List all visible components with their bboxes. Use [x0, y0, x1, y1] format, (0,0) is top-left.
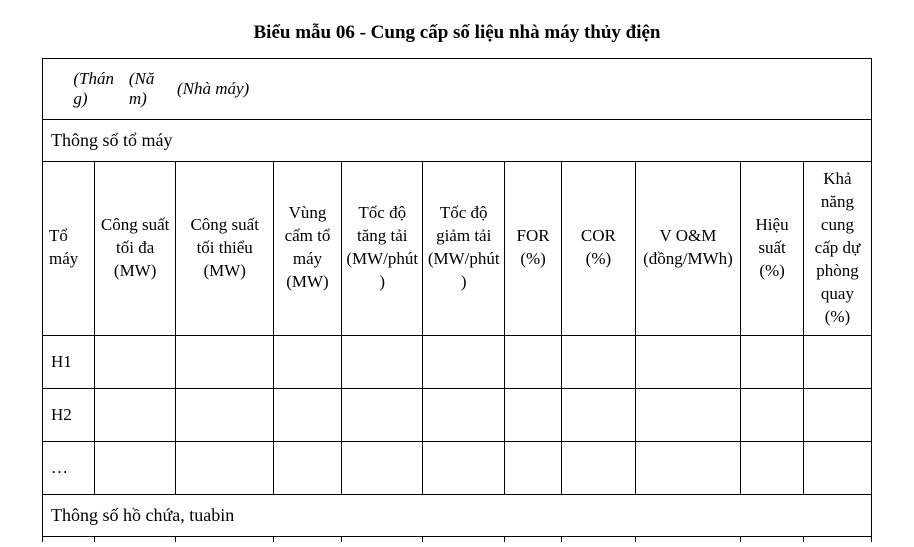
section2-row: Thông số hồ chứa, tuabin: [43, 494, 872, 536]
unit-params-table: Thông số tổ máy Tổ máy Công suất tối đa …: [42, 120, 872, 542]
table-row: …: [43, 441, 872, 494]
cell: [635, 335, 741, 388]
cell: [94, 388, 175, 441]
cell: [273, 536, 341, 542]
meta-plant-cell: (Nhà máy): [171, 59, 872, 120]
meta-blank-cell: [43, 59, 68, 120]
col-header-pmin: Công suất tối thiểu (MW): [176, 162, 274, 336]
cell: [803, 388, 871, 441]
meta-month-cell: (Tháng): [67, 59, 123, 120]
cell: [741, 335, 804, 388]
cell: [176, 335, 274, 388]
cell: [176, 388, 274, 441]
col-header-rampup: Tốc độ tăng tải (MW/phút): [342, 162, 423, 336]
col-header-unit: Tổ máy: [43, 162, 95, 336]
section1-row: Thông số tổ máy: [43, 120, 872, 162]
col-header-for: FOR (%): [504, 162, 561, 336]
cell: [741, 536, 804, 542]
cell: [273, 388, 341, 441]
cell: [562, 388, 635, 441]
row-ellipsis-label: …: [43, 441, 95, 494]
meta-year-cell: (Năm): [123, 59, 171, 120]
cell: [635, 441, 741, 494]
row-h2-label: H2: [43, 388, 95, 441]
col-header-spin: Khả năng cung cấp dự phòng quay (%): [803, 162, 871, 336]
cell: [342, 388, 423, 441]
cell: [342, 441, 423, 494]
cell: [176, 441, 274, 494]
cell: [803, 536, 871, 542]
cell: [423, 335, 504, 388]
cell: [635, 388, 741, 441]
cell: [803, 335, 871, 388]
col-header-rampdown: Tốc độ giảm tải (MW/phút): [423, 162, 504, 336]
col-header-forbidden: Vùng cấm tổ máy (MW): [273, 162, 341, 336]
cell: [562, 441, 635, 494]
cell: [342, 536, 423, 542]
cell: [504, 441, 561, 494]
col-header-pmax: Công suất tối đa (MW): [94, 162, 175, 336]
cell: [176, 536, 274, 542]
header-row: Tổ máy Công suất tối đa (MW) Công suất t…: [43, 162, 872, 336]
cell: [504, 536, 561, 542]
cell: [423, 441, 504, 494]
section2-label: Thông số hồ chứa, tuabin: [43, 494, 872, 536]
cell: [803, 441, 871, 494]
cell: [273, 335, 341, 388]
cell: [273, 441, 341, 494]
row-h1-label: H1: [43, 335, 95, 388]
col-header-vom: V O&M (đồng/MWh): [635, 162, 741, 336]
cell: [94, 335, 175, 388]
page-container: Biểu mẫu 06 - Cung cấp số liệu nhà máy t…: [0, 0, 914, 542]
cell: [94, 441, 175, 494]
table-row-partial: [43, 536, 872, 542]
cell: [635, 536, 741, 542]
cell: [423, 536, 504, 542]
col-header-eff: Hiệu suất (%): [741, 162, 804, 336]
document-title: Biểu mẫu 06 - Cung cấp số liệu nhà máy t…: [42, 22, 872, 44]
table-row: H2: [43, 388, 872, 441]
cell: [562, 536, 635, 542]
cell: [504, 335, 561, 388]
cell: [562, 335, 635, 388]
table-row: H1: [43, 335, 872, 388]
cell: [43, 536, 95, 542]
col-header-cor: COR (%): [562, 162, 635, 336]
cell: [342, 335, 423, 388]
cell: [741, 441, 804, 494]
cell: [504, 388, 561, 441]
meta-row: (Tháng) (Năm) (Nhà máy): [43, 59, 872, 120]
form-table: (Tháng) (Năm) (Nhà máy): [42, 58, 872, 120]
cell: [741, 388, 804, 441]
section1-label: Thông số tổ máy: [43, 120, 872, 162]
cell: [423, 388, 504, 441]
cell: [94, 536, 175, 542]
